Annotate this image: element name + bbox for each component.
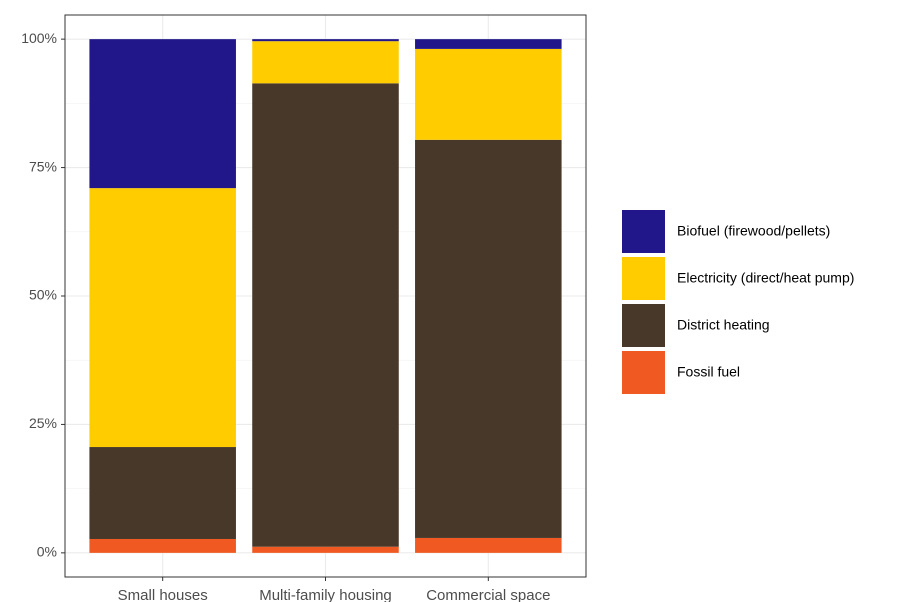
legend-key (622, 210, 665, 253)
legend-label: Electricity (direct/heat pump) (677, 270, 854, 286)
bar-segment (89, 447, 236, 539)
y-tick-label: 25% (29, 415, 57, 431)
bar-segment (415, 537, 562, 553)
y-tick-label: 100% (21, 30, 57, 46)
plot-border (64, 14, 587, 578)
y-tick-label: 75% (29, 158, 57, 174)
legend-label: District heating (677, 317, 770, 333)
legend-key (622, 257, 665, 300)
legend-key (622, 351, 665, 394)
x-tick-label: Multi-family housing (259, 587, 392, 602)
x-tick-label: Small houses (118, 587, 208, 602)
bar-segment (415, 48, 562, 140)
bar-segment (89, 39, 236, 189)
y-tick-label: 0% (37, 544, 57, 560)
bar-segment (89, 188, 236, 448)
bar-segment (415, 39, 562, 49)
bar-segment (252, 83, 399, 547)
bar-segment (89, 538, 236, 553)
bar-segment (252, 546, 399, 553)
x-tick-label: Commercial space (426, 587, 550, 602)
legend-key (622, 304, 665, 347)
legend-label: Biofuel (firewood/pellets) (677, 223, 830, 239)
bar-segment (252, 41, 399, 84)
legend-label: Fossil fuel (677, 364, 740, 380)
bar-segment (415, 139, 562, 538)
bar-segment (252, 39, 399, 42)
y-tick-label: 50% (29, 287, 57, 303)
